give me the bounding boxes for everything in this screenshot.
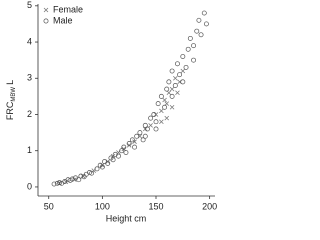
point (126, 141, 132, 146)
point (57, 180, 62, 186)
y-label-unit: L (5, 80, 15, 85)
point (134, 133, 140, 139)
point (110, 153, 116, 159)
point (185, 46, 191, 52)
point (162, 104, 168, 110)
point (129, 137, 135, 143)
point (110, 157, 116, 163)
point (89, 170, 95, 176)
point (187, 35, 193, 41)
point (175, 90, 180, 96)
point (177, 72, 183, 78)
point (203, 21, 209, 27)
point (148, 123, 153, 128)
point (164, 115, 170, 121)
legend-marker (43, 7, 49, 13)
point (172, 83, 178, 88)
point (63, 179, 69, 185)
point (196, 17, 202, 23)
y-label-sub: MBW (11, 87, 17, 102)
point (140, 137, 146, 143)
point (151, 112, 157, 117)
legend-label: Female (53, 4, 83, 14)
point (153, 119, 159, 125)
point (132, 139, 137, 144)
point (119, 148, 125, 154)
point (173, 75, 178, 81)
x-axis-label: Height cm (106, 213, 147, 223)
point (194, 28, 200, 34)
point (159, 119, 164, 125)
y-tick-label: 5 (27, 0, 32, 10)
point (191, 43, 196, 49)
point (183, 64, 189, 70)
point (180, 79, 186, 85)
point (155, 101, 161, 107)
chart: Height cm FRCMBW L 50 100 150 200 0 1 2 3 4 5 Femal… (5, 0, 217, 223)
point (94, 166, 100, 172)
point (51, 181, 57, 187)
point (123, 150, 129, 155)
y-label-main: FRC (5, 101, 15, 120)
y-tick-label: 3 (27, 73, 32, 83)
point (158, 93, 164, 99)
point (159, 108, 164, 114)
y-tick-label: 2 (27, 109, 32, 119)
point (180, 54, 186, 59)
point (175, 61, 180, 67)
point (148, 115, 154, 121)
y-axis-label: FRCMBW L (5, 80, 16, 120)
point (105, 160, 111, 166)
y-tick-label: 4 (27, 36, 32, 46)
legend-marker (43, 18, 49, 24)
point (169, 93, 175, 99)
point (169, 86, 175, 92)
point (166, 79, 172, 85)
point (132, 144, 137, 150)
x-tick-label: 50 (44, 201, 54, 211)
x-tick-label: 100 (95, 201, 110, 211)
x-tick-label: 200 (202, 201, 217, 211)
point (137, 130, 143, 136)
y-tick-label: 0 (27, 181, 32, 191)
point (169, 104, 175, 110)
point (201, 10, 207, 16)
point (191, 57, 196, 63)
point (142, 122, 148, 128)
point (164, 86, 170, 92)
y-tick-label: 1 (27, 145, 32, 155)
point (169, 68, 175, 74)
point (121, 144, 127, 150)
point (144, 126, 150, 132)
point (153, 126, 159, 132)
point (78, 173, 84, 179)
legend-label: Male (53, 15, 73, 25)
point (116, 153, 121, 159)
point (162, 97, 167, 103)
point (180, 68, 186, 74)
point (99, 164, 105, 170)
point (69, 176, 75, 182)
x-tick-label: 150 (148, 201, 163, 211)
point (142, 133, 148, 139)
point (198, 32, 204, 38)
point (87, 170, 92, 175)
point (76, 177, 82, 183)
